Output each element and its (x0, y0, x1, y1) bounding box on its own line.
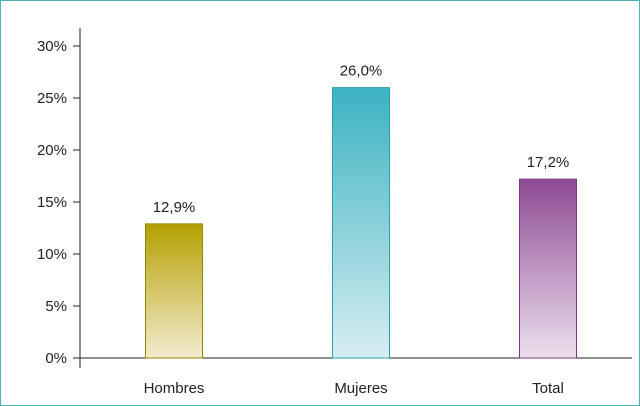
y-tick-label: 15% (37, 194, 67, 211)
y-tick-label: 30% (37, 38, 67, 55)
bar-total (519, 178, 577, 359)
chart-labels: 12,9% Hombres 26,0% Mujeres 17,2% Total (144, 63, 570, 397)
y-tick-label: 0% (45, 350, 67, 367)
y-tick-label: 20% (37, 142, 67, 159)
x-category-label: Total (532, 380, 564, 397)
bar-mujeres (332, 87, 390, 359)
x-category-label: Hombres (144, 380, 205, 397)
chart-bars (145, 87, 577, 359)
x-category-label: Mujeres (334, 380, 387, 397)
data-label-hombres: 12,9% (153, 199, 196, 216)
bar-hombres (145, 223, 203, 359)
y-tick-label: 25% (37, 90, 67, 107)
y-tick-label: 5% (45, 298, 67, 315)
data-label-mujeres: 26,0% (340, 63, 383, 80)
y-tick-label: 10% (37, 246, 67, 263)
data-label-total: 17,2% (527, 154, 570, 171)
